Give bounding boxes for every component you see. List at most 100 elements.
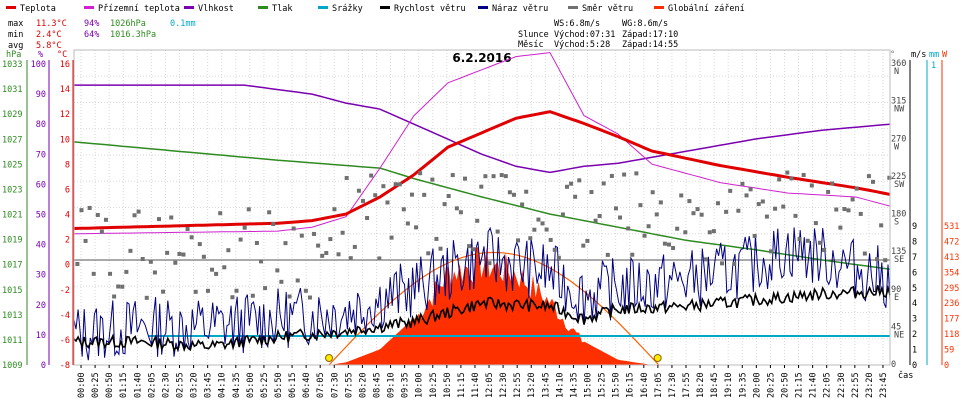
stats-max-press: 1026hPa [110, 19, 146, 29]
dir-tick-label: 225 [891, 172, 906, 182]
dir-tick-label: 270 [891, 134, 906, 144]
stats-wg: WG:8.6m/s [622, 19, 668, 29]
wind-direction-dot [707, 230, 712, 235]
x-tick-label: 00:25 [91, 372, 101, 398]
dir-tick-compass: E [894, 293, 899, 303]
x-tick-label: 13:20 [527, 372, 537, 398]
wind-direction-dot [283, 241, 288, 246]
wind-direction-dot [613, 206, 618, 211]
dir-tick-compass: SE [894, 255, 904, 265]
wind-direction-dot [785, 170, 790, 175]
wind-direction-dot [842, 207, 847, 212]
hpa-tick-label: 1011 [2, 336, 22, 346]
wind-direction-dot [259, 259, 263, 264]
wind-direction-dot [516, 238, 521, 243]
wind-direction-dot [414, 225, 419, 230]
wind-direction-dot [393, 182, 398, 187]
wind-direction-dot [858, 211, 863, 216]
x-tick-label: 04:35 [232, 372, 242, 398]
dir-tick-compass: NW [894, 105, 905, 115]
wind-direction-dot [552, 247, 557, 252]
hpa-tick-label: 1013 [2, 311, 22, 321]
wind-direction-dot [483, 174, 488, 179]
wind-direction-dot [320, 253, 325, 258]
wind-direction-dot [703, 257, 708, 262]
wind-direction-dot [120, 284, 125, 289]
ms-tick-label: 4 [912, 299, 917, 309]
wind-direction-dot [295, 278, 300, 283]
legend-label: Vlhkost [198, 4, 234, 14]
wind-direction-dot [809, 183, 814, 188]
dir-tick-label: 180 [891, 210, 906, 220]
x-tick-label: 12:30 [499, 372, 509, 398]
c-tick-label: 8 [65, 160, 70, 170]
wind-direction-dot [446, 193, 451, 198]
stats-max-hum: 94% [84, 19, 99, 29]
legend-swatch [318, 6, 328, 9]
wind-direction-dot [654, 212, 659, 217]
wind-direction-dot [499, 173, 504, 178]
wind-direction-dot [177, 251, 182, 256]
wind-direction-dot [495, 229, 500, 234]
w-tick-label: 0 [944, 361, 949, 371]
stats-sun-set: Západ:17:10 [622, 30, 678, 40]
hpa-tick-label: 1021 [2, 211, 22, 221]
wind-direction-dot [887, 175, 892, 180]
wind-gust-line [73, 226, 891, 361]
pct-tick-label: 60 [36, 180, 46, 190]
wind-direction-dot [291, 226, 296, 231]
x-tick-label: 15:50 [612, 372, 622, 398]
wind-direction-dot [193, 289, 198, 294]
x-tick-label: 08:45 [372, 372, 382, 398]
x-tick-label: 18:20 [696, 372, 706, 398]
x-tick-label: 21:15 [795, 372, 805, 398]
wind-direction-dot [348, 256, 353, 261]
stats-moon-set: Západ:14:55 [622, 40, 678, 50]
wind-direction-dot [520, 202, 525, 207]
wind-direction-dot [458, 210, 463, 215]
wind-direction-dot [91, 271, 96, 276]
wind-direction-dot [507, 190, 512, 195]
x-tick-label: 20:25 [766, 372, 776, 398]
ms-tick-label: 5 [912, 284, 917, 294]
wind-direction-dot [711, 229, 716, 234]
wind-direction-dot [866, 174, 871, 179]
wind-direction-dot [691, 211, 696, 216]
x-tick-label: 09:35 [401, 372, 411, 398]
wind-direction-dot [234, 288, 239, 293]
legend-swatch [568, 6, 578, 9]
stats-min-hum: 64% [84, 30, 99, 40]
x-tick-label: 10:50 [443, 372, 453, 398]
wind-direction-dot [720, 261, 725, 266]
wind-direction-dot [699, 212, 704, 217]
dir-tick-label: 135 [891, 247, 906, 257]
wind-direction-dot [830, 181, 835, 186]
c-tick-label: -2 [60, 286, 70, 296]
unit-ms: m/s [911, 50, 926, 60]
wind-direction-dot [116, 284, 121, 289]
wind-direction-dot [279, 279, 284, 284]
wind-direction-dot [883, 258, 888, 263]
wind-direction-dot [263, 286, 268, 291]
c-tick-label: 12 [60, 110, 70, 120]
wind-direction-dot [715, 201, 720, 206]
wind-direction-dot [667, 242, 671, 247]
stats-min-press: 1016.3hPa [110, 30, 156, 40]
wind-direction-dot [267, 210, 272, 215]
x-tick-label: 06:15 [288, 372, 298, 398]
wind-direction-dot [434, 236, 439, 241]
w-tick-label: 236 [944, 299, 959, 309]
wind-direction-dot [740, 181, 745, 186]
wind-direction-dot [732, 261, 737, 266]
x-tick-label: 03:45 [204, 372, 214, 398]
wind-direction-dot [381, 184, 386, 189]
wind-direction-dot [511, 192, 516, 197]
wind-direction-dot [487, 261, 492, 266]
chart-title: 6.2.2016 [452, 51, 511, 65]
wind-direction-dot [573, 194, 578, 199]
wind-direction-dot [834, 207, 839, 212]
wind-direction-dot [769, 249, 773, 254]
legend-label: Přízemní teplota [98, 4, 180, 14]
wind-direction-dot [336, 252, 341, 257]
